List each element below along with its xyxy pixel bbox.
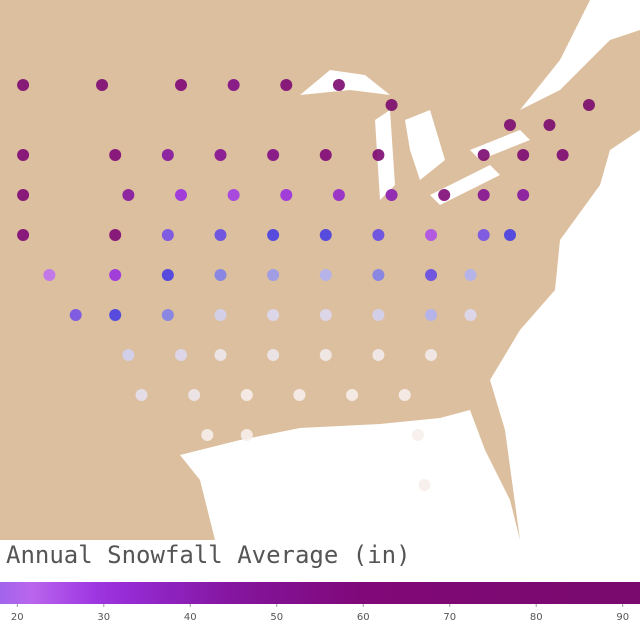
station-dot (43, 269, 56, 281)
station-dot (267, 349, 280, 361)
station-dot (425, 309, 438, 321)
station-dot (543, 119, 556, 131)
station-dot (517, 149, 530, 161)
station-dot (372, 269, 385, 281)
station-dot (240, 429, 253, 441)
station-dot (17, 79, 30, 91)
station-dot (319, 269, 332, 281)
station-dot (188, 389, 201, 401)
station-dot (418, 479, 431, 491)
station-dot (267, 269, 280, 281)
station-dot (17, 189, 30, 201)
station-dot (175, 349, 187, 361)
atlantic (490, 130, 640, 540)
station-dot (385, 99, 398, 111)
station-dot (332, 189, 345, 201)
station-dot (214, 149, 227, 161)
station-dot (267, 229, 280, 241)
station-dot (517, 189, 530, 201)
station-dot (161, 229, 174, 241)
station-dot (69, 309, 82, 321)
station-dot (425, 269, 438, 281)
station-dot (96, 79, 109, 91)
station-dot (109, 229, 122, 241)
station-dot (398, 389, 411, 401)
station-dot (411, 429, 424, 441)
station-dot (135, 389, 148, 401)
colorbar-tick-label: 40 (184, 612, 197, 623)
station-dot (346, 389, 359, 401)
station-dot (161, 149, 174, 161)
colorbar-tick-label: 80 (530, 612, 543, 623)
station-dot (109, 269, 122, 281)
station-dot (425, 349, 438, 361)
station-dot (175, 189, 187, 201)
station-dot (214, 229, 227, 241)
station-dot (201, 429, 214, 441)
station-dot (267, 309, 280, 321)
station-dot (122, 189, 135, 201)
colorbar-title: Annual Snowfall Average (in) (6, 541, 411, 569)
colorbar-tick-label: 60 (357, 612, 370, 623)
station-dot (122, 349, 135, 361)
station-dot (319, 349, 332, 361)
gulf (180, 410, 520, 540)
station-dot (17, 229, 30, 241)
station-dot (17, 149, 30, 161)
station-dot (504, 119, 516, 131)
station-dot (372, 309, 385, 321)
station-dot (293, 389, 306, 401)
station-dot (438, 189, 451, 201)
station-dot (280, 189, 293, 201)
station-dot (267, 149, 280, 161)
station-dot (372, 149, 385, 161)
station-dot (477, 189, 490, 201)
station-dot (477, 149, 490, 161)
station-dot (175, 79, 187, 91)
station-dot (556, 149, 569, 161)
station-dot (214, 349, 227, 361)
station-dot (109, 149, 122, 161)
station-dot (161, 309, 174, 321)
colorbar (0, 582, 640, 604)
station-dot (504, 229, 516, 241)
colorbar-tick-label: 70 (443, 612, 456, 623)
colorbar-tick-label: 20 (11, 612, 24, 623)
colorbar-tick-label: 50 (270, 612, 283, 623)
station-dot (332, 79, 345, 91)
great-lakes (300, 70, 530, 205)
station-dot (240, 389, 253, 401)
station-dot (477, 229, 490, 241)
station-dot (214, 269, 227, 281)
colorbar-tick-label: 30 (97, 612, 110, 623)
station-dot (319, 149, 332, 161)
station-dot (214, 309, 227, 321)
station-dot (227, 79, 240, 91)
station-dot (425, 229, 438, 241)
station-dot (372, 229, 385, 241)
station-dot (582, 99, 595, 111)
colorbar-tick-label: 90 (616, 612, 629, 623)
station-dot (464, 309, 477, 321)
station-dot (464, 269, 477, 281)
station-dot (319, 229, 332, 241)
station-dot (319, 309, 332, 321)
station-dot (161, 269, 174, 281)
station-dot (280, 79, 293, 91)
station-dot (372, 349, 385, 361)
st-lawrence (520, 0, 640, 110)
station-dot (385, 189, 398, 201)
station-dot (227, 189, 240, 201)
station-dot (109, 309, 122, 321)
